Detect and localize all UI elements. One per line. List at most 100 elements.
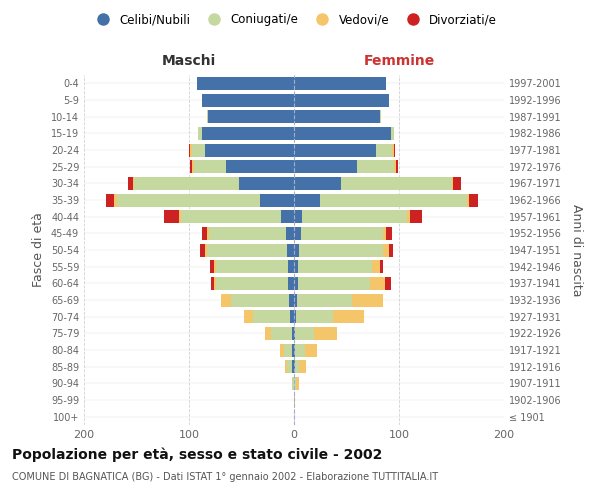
Bar [202, 227, 207, 240]
Bar [392, 144, 394, 156]
Bar [386, 227, 392, 240]
Bar [192, 144, 205, 156]
Bar [205, 144, 294, 156]
Bar [394, 144, 395, 156]
Bar [294, 310, 296, 323]
Bar [389, 244, 392, 256]
Bar [294, 127, 391, 140]
Bar [294, 327, 295, 340]
Bar [292, 360, 294, 373]
Bar [216, 260, 288, 273]
Bar [211, 277, 214, 290]
Bar [298, 260, 372, 273]
Bar [380, 260, 383, 273]
Bar [380, 110, 381, 123]
Bar [284, 344, 292, 356]
Text: Femmine: Femmine [364, 54, 434, 68]
Bar [294, 377, 296, 390]
Text: Maschi: Maschi [162, 54, 216, 68]
Bar [207, 227, 209, 240]
Bar [385, 277, 391, 290]
Bar [209, 227, 286, 240]
Bar [469, 194, 478, 206]
Bar [295, 344, 305, 356]
Bar [290, 310, 294, 323]
Bar [133, 177, 134, 190]
Bar [189, 144, 190, 156]
Bar [226, 160, 294, 173]
Bar [216, 277, 288, 290]
Bar [197, 77, 294, 90]
Bar [320, 194, 467, 206]
Bar [296, 377, 299, 390]
Bar [294, 210, 302, 223]
Bar [294, 277, 298, 290]
Bar [239, 177, 294, 190]
Bar [202, 94, 294, 106]
Bar [302, 210, 407, 223]
Bar [294, 110, 380, 123]
Bar [294, 77, 386, 90]
Bar [391, 127, 394, 140]
Bar [294, 144, 376, 156]
Bar [179, 210, 181, 223]
Bar [383, 244, 389, 256]
Bar [286, 227, 294, 240]
Bar [202, 127, 294, 140]
Bar [210, 260, 214, 273]
Bar [115, 194, 116, 206]
Bar [372, 260, 380, 273]
Y-axis label: Fasce di età: Fasce di età [32, 212, 45, 288]
Bar [287, 360, 292, 373]
Bar [194, 160, 226, 173]
Bar [199, 244, 205, 256]
Bar [244, 310, 253, 323]
Bar [298, 277, 370, 290]
Bar [299, 360, 305, 373]
Bar [284, 360, 287, 373]
Bar [292, 377, 294, 390]
Bar [260, 194, 294, 206]
Bar [231, 294, 289, 306]
Bar [294, 394, 295, 406]
Bar [299, 244, 383, 256]
Bar [294, 294, 297, 306]
Bar [208, 110, 294, 123]
Bar [214, 277, 217, 290]
Bar [271, 327, 292, 340]
Bar [287, 244, 294, 256]
Bar [294, 227, 301, 240]
Bar [409, 210, 422, 223]
Legend: Celibi/Nubili, Coniugati/e, Vedovi/e, Divorziati/e: Celibi/Nubili, Coniugati/e, Vedovi/e, Di… [86, 8, 502, 31]
Bar [134, 177, 239, 190]
Bar [116, 194, 260, 206]
Text: COMUNE DI BAGNATICA (BG) - Dati ISTAT 1° gennaio 2002 - Elaborazione TUTTITALIA.: COMUNE DI BAGNATICA (BG) - Dati ISTAT 1°… [12, 472, 438, 482]
Bar [221, 294, 231, 306]
Bar [181, 210, 281, 223]
Bar [333, 310, 364, 323]
Bar [370, 277, 385, 290]
Bar [394, 160, 396, 173]
Bar [292, 327, 294, 340]
Bar [280, 344, 284, 356]
Bar [295, 327, 314, 340]
Bar [301, 227, 383, 240]
Bar [253, 310, 290, 323]
Bar [352, 294, 383, 306]
Bar [294, 194, 320, 206]
Bar [281, 210, 294, 223]
Bar [294, 344, 295, 356]
Bar [214, 260, 217, 273]
Bar [467, 194, 469, 206]
Bar [383, 227, 386, 240]
Bar [192, 160, 194, 173]
Bar [190, 144, 192, 156]
Bar [289, 294, 294, 306]
Bar [288, 260, 294, 273]
Bar [288, 277, 294, 290]
Bar [294, 160, 357, 173]
Y-axis label: Anni di nascita: Anni di nascita [570, 204, 583, 296]
Bar [296, 310, 333, 323]
Bar [265, 327, 271, 340]
Bar [294, 360, 295, 373]
